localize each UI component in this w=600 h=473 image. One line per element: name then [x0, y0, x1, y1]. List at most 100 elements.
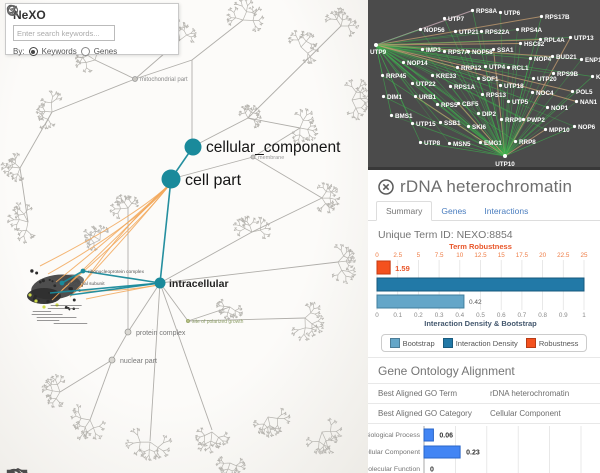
ontology-label-cellular_component[interactable]: cellular_component	[206, 139, 341, 156]
gene-node[interactable]	[476, 76, 481, 81]
gene-node[interactable]	[570, 89, 575, 94]
gene-node[interactable]	[410, 121, 415, 126]
ontology-label-site_of_polarized_growth[interactable]: site of polarized growth	[192, 319, 244, 325]
radio-label-genes[interactable]: Genes	[93, 47, 118, 56]
gene-node-label[interactable]: SSA1	[497, 47, 514, 54]
gene-node-label[interactable]: UTP20	[537, 76, 557, 83]
gene-node-label[interactable]: RPS22A	[485, 29, 510, 36]
ontology-node-cell_part[interactable]	[161, 169, 181, 189]
gene-node[interactable]	[389, 113, 394, 118]
search-icon[interactable]	[6, 4, 130, 40]
gene-hub-node[interactable]	[503, 154, 507, 158]
gene-node[interactable]	[513, 139, 518, 144]
gene-node-label[interactable]: SSB1	[444, 120, 461, 127]
gene-node-label[interactable]: UTP18	[504, 83, 524, 90]
gene-node[interactable]	[499, 117, 504, 122]
gene-node[interactable]	[579, 57, 584, 62]
ontology-label-intracellular[interactable]: intracellular	[169, 278, 229, 290]
gene-network-graph[interactable]: UTP7 RPS8A UTP6 RPS17B NOP56 UTP21 RPS22A RPS4A…	[368, 0, 600, 170]
ontology-node-cellular_component[interactable]	[184, 138, 202, 156]
gene-node[interactable]	[538, 37, 543, 42]
gene-node-label[interactable]: UTP5	[512, 99, 529, 106]
ontology-label-membrane[interactable]: membrane	[258, 155, 284, 161]
gene-node[interactable]	[483, 64, 488, 69]
ontology-label-ribonucleoprotein_complex[interactable]: ribonucleoprotein complex	[88, 269, 145, 275]
tab-genes[interactable]: Genes	[441, 206, 467, 216]
gene-node[interactable]	[453, 29, 458, 34]
gene-node[interactable]	[572, 124, 577, 129]
gene-node-label[interactable]: RRP8	[519, 139, 536, 146]
gene-node-label[interactable]: IMP3	[426, 47, 441, 54]
gene-node-label[interactable]: UTP4	[489, 64, 506, 71]
gene-node[interactable]	[551, 71, 556, 76]
gene-node[interactable]	[438, 120, 443, 125]
gene-node-label[interactable]: RPS5	[441, 102, 458, 109]
gene-node[interactable]	[413, 94, 418, 99]
reset-icon[interactable]	[7, 5, 145, 40]
gene-node[interactable]	[531, 76, 536, 81]
ontology-label-protein_complex[interactable]: protein complex	[136, 330, 186, 337]
gene-node[interactable]	[447, 141, 452, 146]
ontology-node-nuclear_part[interactable]	[108, 356, 116, 364]
gene-node-label[interactable]: RRP12	[461, 65, 482, 72]
close-icon[interactable]	[378, 179, 394, 195]
gene-node-label[interactable]: UTP22	[416, 81, 436, 88]
ontology-label-nuclear_part[interactable]: nuclear part	[120, 358, 157, 365]
gene-node[interactable]	[574, 99, 579, 104]
gene-node[interactable]	[550, 54, 555, 59]
radio-label-keywords[interactable]: Keywords	[41, 47, 77, 56]
search-input[interactable]	[13, 25, 115, 41]
gene-node-label[interactable]: BMS1	[395, 113, 413, 120]
ontology-node-intracellular[interactable]	[154, 277, 166, 289]
gene-node-label[interactable]: RRP9	[505, 117, 522, 124]
gene-node-label[interactable]: NOP6	[578, 124, 596, 131]
gene-node[interactable]	[448, 84, 453, 89]
gene-node-label[interactable]: RPL4A	[544, 37, 565, 44]
gene-node[interactable]	[518, 41, 523, 46]
gene-node[interactable]	[539, 14, 544, 19]
gene-node-label[interactable]: NOP14	[407, 60, 428, 67]
gene-node-label[interactable]: PWP2	[527, 117, 545, 124]
gene-node-label[interactable]: UTP6	[504, 10, 521, 17]
gene-node-label[interactable]: DIM1	[387, 94, 403, 101]
gene-node[interactable]	[521, 117, 526, 122]
gene-node-label[interactable]: HSC82	[524, 41, 545, 48]
gene-node[interactable]	[528, 56, 533, 61]
gene-node[interactable]	[470, 8, 475, 13]
gene-node-label[interactable]: SOF1	[482, 76, 499, 83]
gene-node-label[interactable]: KR	[596, 74, 600, 81]
gene-node-label[interactable]: RPS1A	[454, 84, 475, 91]
gene-node-label[interactable]: NOP58	[472, 49, 493, 56]
gene-node[interactable]	[418, 140, 423, 145]
gene-hub-node[interactable]	[374, 43, 378, 47]
ontology-label-ribosomal_subunit[interactable]: ribosomal subunit	[67, 281, 105, 287]
gene-node[interactable]	[543, 127, 548, 132]
gene-node-label[interactable]: MSN5	[453, 141, 471, 148]
gene-node-label[interactable]: CBF5	[462, 101, 479, 108]
gene-node[interactable]	[590, 74, 595, 79]
gene-node[interactable]	[442, 49, 447, 54]
gene-node[interactable]	[380, 73, 385, 78]
gene-node-label[interactable]: KRE33	[436, 73, 457, 80]
ontology-label-cell_part[interactable]: cell part	[185, 172, 242, 189]
gene-node-label[interactable]: URB1	[419, 94, 437, 101]
gene-node[interactable]	[478, 140, 483, 145]
gene-node-label[interactable]: UTP13	[574, 35, 594, 42]
gene-node-label[interactable]: ENP1	[585, 57, 600, 64]
gene-node-label[interactable]: RPS8A	[476, 8, 497, 15]
radio-genes[interactable]	[80, 47, 90, 56]
gene-node[interactable]	[480, 92, 485, 97]
gene-node-label[interactable]: NOC4	[536, 90, 554, 97]
ontology-node-ribonucleoprotein_complex[interactable]	[80, 268, 86, 274]
gene-node-label[interactable]: UTP9	[370, 49, 387, 56]
gene-node[interactable]	[442, 16, 447, 21]
gene-node[interactable]	[545, 105, 550, 110]
gene-node[interactable]	[491, 47, 496, 52]
gene-node[interactable]	[401, 60, 406, 65]
gene-node[interactable]	[479, 29, 484, 34]
gene-node-label[interactable]: UTP7	[448, 16, 465, 23]
gene-node[interactable]	[506, 65, 511, 70]
gene-node[interactable]	[515, 27, 520, 32]
